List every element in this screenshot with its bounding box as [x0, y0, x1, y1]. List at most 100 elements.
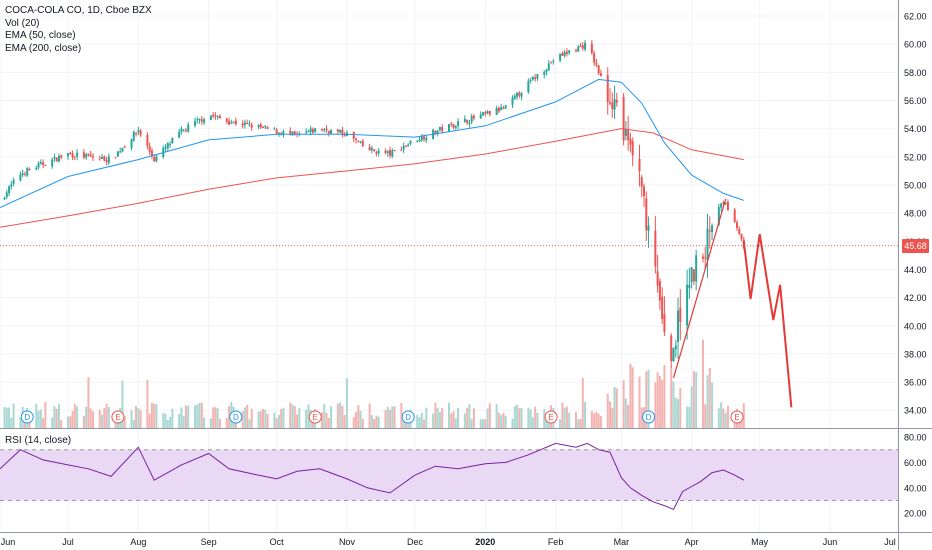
candle-body [640, 177, 643, 187]
volume-bar [454, 418, 457, 428]
volume-bar [12, 403, 15, 428]
candle-body [146, 134, 149, 146]
candle-body [355, 138, 358, 140]
ema200-legend[interactable]: EMA (200, close) [5, 42, 82, 54]
rsi-tick-label: 60.00 [904, 458, 927, 468]
candle-body [420, 135, 423, 141]
candle-body [273, 128, 276, 130]
price-tick-label: 60.00 [904, 40, 927, 50]
volume-bar [679, 387, 682, 428]
volume-bar [352, 417, 355, 428]
volume-bar [164, 413, 167, 428]
candle-body [624, 128, 627, 136]
volume-bar [486, 408, 489, 428]
candle-body [327, 130, 330, 134]
candle-body [468, 122, 471, 125]
candle-body [720, 203, 723, 208]
candle-body [647, 225, 650, 231]
dividend-marker[interactable] [20, 410, 34, 424]
candle-body [352, 131, 355, 139]
candle-body [218, 116, 221, 119]
candle-body [518, 92, 521, 96]
symbol-title[interactable]: COCA-COLA CO, 1D, Cboe BZX [5, 5, 152, 16]
volume-bar [436, 407, 439, 428]
volume-bar [259, 411, 262, 428]
volume-bar [325, 412, 328, 428]
candle-body [194, 121, 197, 126]
volume-bar [674, 397, 677, 428]
event-marker-label: D [233, 413, 239, 422]
earnings-marker[interactable] [730, 410, 744, 424]
volume-legend[interactable]: Vol (20) [5, 17, 40, 29]
dividend-marker[interactable] [229, 410, 243, 424]
volume-bar [404, 418, 407, 428]
dividend-marker[interactable] [401, 410, 415, 424]
volume-bar [60, 419, 63, 428]
candle-body [500, 107, 503, 111]
volume-bar [196, 404, 199, 428]
volume-bar [166, 419, 169, 428]
candle-body [627, 130, 630, 141]
event-marker-label: D [24, 413, 30, 422]
time-tick-label: Jul [62, 537, 74, 547]
ema50-legend[interactable]: EMA (50, close) [5, 30, 76, 41]
ema50-line [0, 78, 744, 208]
volume-bar [724, 412, 727, 428]
rsi-legend[interactable]: RSI (14, close) [5, 435, 72, 446]
drawn-trendline [672, 198, 727, 379]
earnings-marker[interactable] [544, 410, 558, 424]
volume-bar [434, 402, 437, 428]
candle-body [241, 123, 244, 126]
candle-body [3, 197, 6, 200]
candle-body [232, 121, 235, 123]
candle-body [330, 129, 333, 135]
volume-bar [132, 419, 135, 428]
volume-bar [341, 405, 344, 428]
event-marker-label: E [548, 413, 553, 422]
earnings-marker[interactable] [308, 410, 322, 424]
volume-bar [212, 407, 215, 428]
candle-body [584, 42, 587, 50]
volume-bar [169, 416, 172, 428]
volume-bar [343, 414, 346, 428]
price-tick-label: 44.00 [904, 265, 927, 275]
volume-bar [357, 404, 360, 428]
candle-body [230, 122, 233, 124]
candle-body [504, 105, 507, 109]
volume-bar [273, 412, 276, 428]
candle-body [595, 62, 598, 65]
candle-body [370, 148, 373, 151]
candle-body [377, 150, 380, 154]
candle-body [670, 335, 673, 362]
volume-bar [500, 415, 503, 428]
volume-bar [504, 415, 507, 428]
volume-bar [599, 415, 602, 428]
volume-bar [670, 366, 673, 428]
candle-body [638, 158, 641, 172]
time-tick-label: Dec [407, 537, 424, 547]
volume-bar [51, 417, 54, 428]
candle-body [121, 147, 124, 152]
volume-bar [375, 415, 378, 428]
earnings-marker[interactable] [111, 410, 125, 424]
volume-bar [661, 379, 664, 428]
volume-bar [293, 406, 296, 428]
volume-bar [695, 372, 698, 428]
volume-bar [416, 415, 419, 428]
candle-body [568, 50, 571, 53]
volume-bar [296, 414, 299, 428]
volume-bar [638, 376, 641, 428]
candle-body [622, 96, 625, 141]
candle-body [722, 202, 725, 204]
volume-bar [420, 412, 423, 428]
candle-body [577, 46, 580, 52]
candle-body [228, 120, 231, 125]
candle-body [631, 141, 634, 156]
candle-body [679, 307, 682, 322]
dividend-marker[interactable] [642, 410, 656, 424]
chart-legend: COCA-COLA CO, 1D, Cboe BZX Vol (20) EMA … [5, 5, 152, 55]
volume-bar [590, 411, 593, 428]
volume-bar [518, 408, 521, 428]
